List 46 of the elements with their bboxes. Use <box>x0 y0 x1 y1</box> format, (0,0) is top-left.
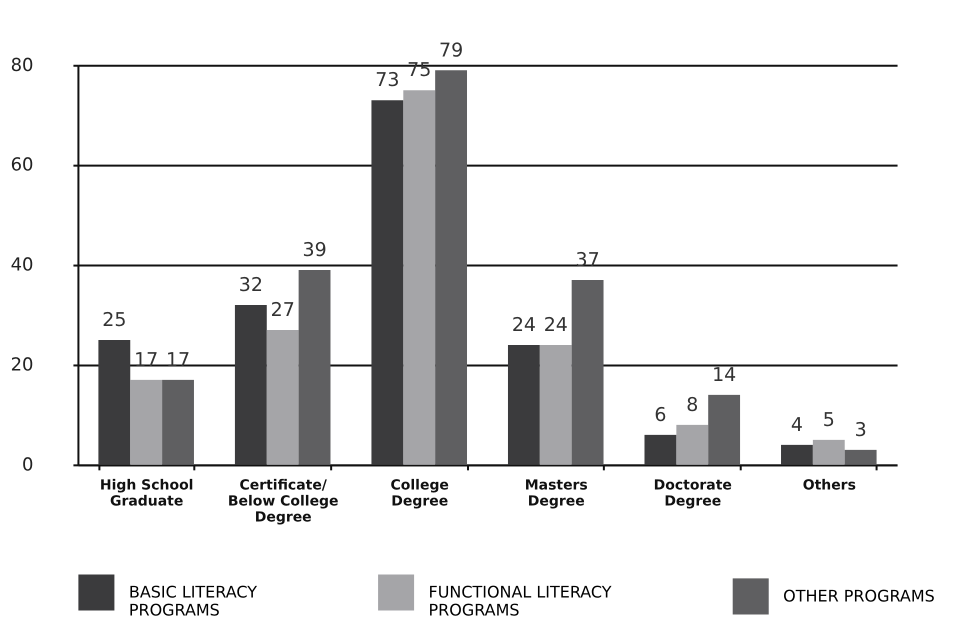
data-label: 4 <box>790 414 803 436</box>
bar <box>844 450 877 465</box>
x-tick-label: Doctorate Degree <box>654 477 732 510</box>
data-label: 6 <box>654 404 666 426</box>
data-label: 8 <box>686 394 698 416</box>
x-tick-label: College Degree <box>390 477 449 510</box>
data-label: 5 <box>822 408 835 431</box>
x-tick-label: Masters Degree <box>524 477 588 510</box>
bar <box>435 70 468 465</box>
y-tick-label: 60 <box>10 154 34 176</box>
legend-label: OTHER PROGRAMS <box>783 586 935 606</box>
x-tick-label: Others <box>802 477 856 494</box>
data-label: 27 <box>270 299 295 321</box>
bar <box>162 380 194 465</box>
bar <box>781 444 813 465</box>
y-tick-label: 40 <box>10 254 34 276</box>
data-label: 39 <box>302 239 327 262</box>
bar <box>644 434 676 465</box>
bar <box>298 270 330 465</box>
y-tick-label: 0 <box>22 454 34 476</box>
x-tick-label: High School Graduate <box>100 477 194 510</box>
bar <box>130 380 162 465</box>
bar <box>98 340 130 465</box>
y-tick-label: 80 <box>10 54 34 76</box>
y-tick-label: 20 <box>10 354 34 376</box>
bar <box>676 424 708 465</box>
data-label: 79 <box>439 39 464 62</box>
bar <box>403 90 436 465</box>
bar <box>508 344 540 465</box>
data-label: 73 <box>375 69 400 92</box>
data-label: 32 <box>238 274 263 296</box>
bar <box>812 440 845 465</box>
data-label: 24 <box>512 314 536 336</box>
data-label: 14 <box>712 364 736 386</box>
bar <box>234 305 267 465</box>
bar <box>540 344 572 465</box>
legend-label: BASIC LITERACY PROGRAMS <box>128 582 258 620</box>
bar <box>572 280 604 465</box>
x-tick-label: Certificate/ Below College Degree <box>228 477 339 526</box>
bar <box>708 394 740 465</box>
legend-label: FUNCTIONAL LITERACY PROGRAMS <box>428 582 612 620</box>
data-label: 25 <box>102 308 126 331</box>
bar <box>266 330 299 465</box>
data-label: 3 <box>854 418 867 441</box>
data-label: 24 <box>544 314 568 336</box>
bar <box>371 100 404 465</box>
